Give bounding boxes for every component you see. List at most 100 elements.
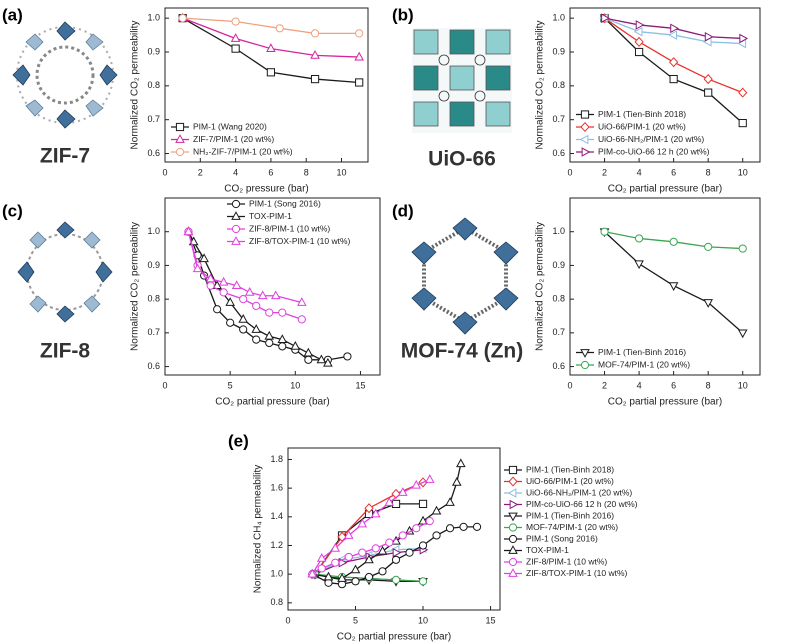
marker: [205, 273, 216, 283]
marker: [391, 575, 401, 584]
marker: [355, 29, 364, 38]
cluster: [413, 29, 439, 55]
marker: [445, 524, 455, 533]
marker: [297, 315, 306, 324]
marker: [391, 555, 401, 564]
marker: [669, 237, 678, 246]
series-line: [311, 520, 431, 575]
legend-label: PIM-1 (Tien-Binh 2018): [598, 109, 686, 119]
marker: [431, 505, 442, 515]
x-axis-label: CO₂ partial pressure (bar): [337, 632, 451, 643]
marker: [397, 487, 408, 496]
ring: [35, 45, 95, 105]
marker: [384, 497, 395, 506]
x-tick-label: 0: [567, 380, 572, 390]
marker: [192, 263, 203, 273]
marker: [252, 335, 261, 344]
cluster: [449, 101, 475, 127]
panel-label: (e): [228, 431, 249, 450]
cluster: [485, 101, 511, 127]
marker: [290, 340, 301, 350]
tetrahedron: [29, 295, 47, 313]
marker: [343, 530, 354, 539]
tetrahedron: [29, 231, 47, 249]
x-tick-label: 2: [198, 167, 203, 177]
legend-label: ZIF-8/TOX-PIM-1 (10 wt%): [526, 568, 628, 578]
plot-frame: [569, 197, 761, 376]
chart: 0 2 4 6 8 10 0.6 0.7 0.8 0.9 1.0 CO₂ partial pressu…: [535, 7, 761, 195]
y-tick-label: 0.6: [147, 361, 160, 371]
marker: [600, 227, 609, 236]
marker: [343, 352, 352, 361]
y-tick-label: 1.4: [270, 511, 283, 521]
marker: [265, 308, 274, 317]
x-axis-label: CO₂ partial pressure (bar): [608, 397, 722, 408]
marker: [178, 14, 187, 23]
x-tick-label: 6: [268, 167, 273, 177]
marker: [351, 577, 360, 586]
panel-label: (a): [2, 5, 23, 24]
tetrahedron: [95, 261, 113, 283]
marker: [668, 30, 678, 40]
legend-marker: [580, 110, 590, 119]
marker: [265, 338, 274, 348]
legend-label: PIM-1 (Wang 2020): [193, 121, 267, 131]
marker: [635, 20, 645, 30]
chart: 0 5 10 15 0.8 1.0 1.2 1.4 1.6 1.8 CO₂ partial pres…: [253, 447, 638, 643]
structure-name: MOF-74 (Zn): [401, 340, 523, 363]
marker: [231, 44, 240, 53]
y-tick-label: 0.9: [147, 46, 160, 56]
marker: [206, 281, 215, 290]
marker: [264, 330, 275, 340]
marker: [239, 325, 248, 334]
chart: 0 2 4 6 8 10 0.6 0.7 0.8 0.9 1.0 CO₂ pressure (bar)…: [130, 7, 369, 195]
x-tick-label: 6: [671, 167, 676, 177]
marker: [601, 13, 610, 23]
marker: [418, 577, 428, 586]
marker: [303, 347, 314, 357]
x-tick-label: 8: [706, 167, 711, 177]
legend-marker: [509, 499, 519, 510]
x-axis-label: CO₂ partial pressure (bar): [608, 184, 722, 195]
legend-marker: [508, 512, 518, 522]
x-axis-label: CO₂ pressure (bar): [224, 184, 308, 195]
legend-marker: [508, 476, 518, 487]
metal-cluster: [452, 217, 478, 241]
x-tick-label: 4: [637, 167, 642, 177]
legend-label: PIM-co-UiO-66 12 h (20 wt%): [526, 499, 638, 509]
cluster: [449, 29, 475, 55]
y-axis-label: Normalized CH₄ permeability: [253, 465, 264, 594]
marker: [244, 287, 255, 296]
marker: [670, 23, 679, 34]
tetrahedron: [17, 261, 35, 283]
marker: [226, 318, 235, 327]
marker: [378, 567, 387, 576]
chart: 0 2 4 6 8 10 0.6 0.7 0.8 0.9 1.0 CO₂ partial pressu…: [535, 197, 761, 408]
y-tick-label: 0.8: [147, 80, 160, 90]
marker: [411, 479, 422, 489]
marker: [472, 522, 482, 531]
mof74-structure: [411, 217, 519, 335]
tetrahedron: [25, 33, 44, 51]
x-tick-label: 2: [602, 167, 607, 177]
legend-marker: [508, 557, 518, 567]
legend-marker: [508, 545, 518, 554]
marker: [317, 564, 326, 573]
marker: [424, 474, 435, 483]
x-tick-label: 2: [602, 380, 607, 390]
y-axis-label: Normalized CO₂ permeability: [535, 222, 546, 351]
x-tick-label: 0: [162, 167, 167, 177]
x-tick-label: 8: [304, 167, 309, 177]
y-tick-label: 0.7: [147, 114, 160, 124]
x-tick-label: 10: [418, 615, 428, 625]
legend-marker: [231, 236, 241, 245]
marker: [337, 573, 347, 582]
marker: [737, 329, 748, 339]
marker: [323, 357, 333, 367]
y-tick-label: 1.8: [270, 454, 283, 464]
legend-label: UiO-66/PIM-1 (20 wt%): [526, 476, 614, 486]
y-tick-label: 0.8: [552, 80, 565, 90]
marker: [330, 542, 341, 552]
marker: [270, 290, 281, 300]
marker: [704, 88, 713, 97]
